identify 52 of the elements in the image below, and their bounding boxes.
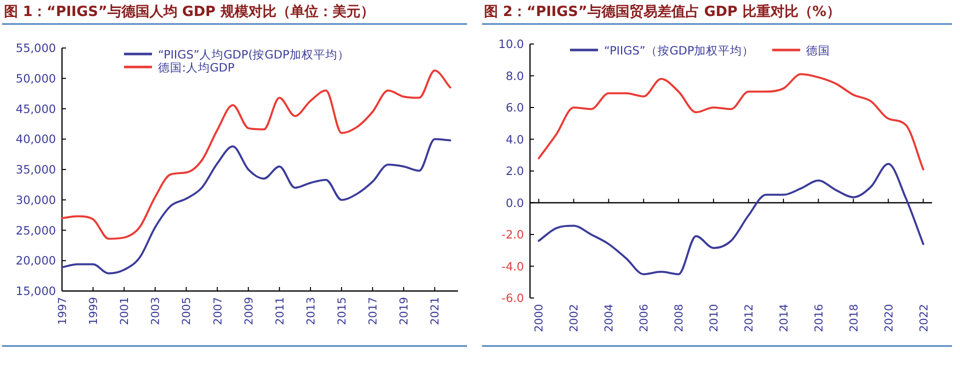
x-tick-label: 2016	[812, 304, 826, 332]
x-tick-label: 2005	[180, 297, 194, 325]
y-tick-label: 50,000	[16, 71, 56, 86]
x-tick-label: 2022	[917, 304, 930, 332]
chart-title: 图 1：“PIIGS”与德国人均 GDP 规模对比（单位：美元）	[4, 3, 374, 20]
y-tick-label: 45,000	[16, 102, 56, 116]
line-series	[538, 162, 924, 276]
y-tick-label: -4.0	[502, 259, 524, 274]
x-tick-label: 1997	[56, 297, 69, 325]
x-tick-label: 2010	[708, 304, 721, 332]
y-tick-label: 8.0	[506, 68, 524, 83]
x-tick-label: 2007	[211, 297, 224, 325]
chart-title: 图 2：“PIIGS”与德国贸易差值占 GDP 比重对比（%）	[484, 3, 840, 20]
x-tick-label: 2013	[304, 297, 318, 325]
x-tick-label: 2012	[742, 304, 756, 332]
y-tick-label: 6.0	[506, 100, 524, 114]
line-series	[61, 138, 452, 274]
x-tick-label: 2001	[118, 297, 132, 325]
x-tick-label: 2017	[366, 297, 380, 325]
x-tick-label: 2011	[273, 297, 286, 325]
y-tick-label: -6.0	[502, 291, 524, 305]
legend-label: “PIIGS”（按GDP加权平均）	[604, 44, 754, 58]
x-tick-label: 2000	[532, 304, 546, 332]
y-tick-label: 55,000	[16, 41, 56, 55]
x-tick-label: 2002	[568, 304, 581, 332]
y-tick-label: 2.0	[506, 164, 524, 178]
y-tick-label: 0.0	[506, 196, 524, 210]
x-tick-label: 2015	[336, 297, 349, 325]
x-tick-label: 2008	[672, 304, 686, 332]
y-tick-label: -2.0	[502, 228, 524, 242]
x-tick-label: 2020	[882, 304, 896, 332]
y-tick-label: 35,000	[16, 162, 56, 176]
y-tick-label: 30,000	[16, 192, 56, 207]
y-tick-label: 10.0	[498, 37, 524, 51]
line-series	[538, 73, 924, 170]
x-tick-label: 2014	[777, 304, 790, 332]
x-tick-label: 2019	[398, 297, 411, 325]
legend-label: “PIIGS”人均GDP(按GDP加权平均）	[158, 48, 350, 62]
y-tick-label: 40,000	[16, 132, 56, 146]
y-tick-label: 25,000	[16, 223, 56, 238]
y-tick-label: 15,000	[16, 284, 56, 298]
y-tick-label: 4.0	[506, 132, 524, 146]
legend-label: 德国:人均GDP	[158, 60, 235, 74]
legend-label: 德国	[806, 44, 830, 58]
x-tick-label: 2004	[602, 304, 616, 332]
y-tick-label: 20,000	[16, 254, 56, 268]
x-tick-label: 2003	[149, 297, 162, 325]
x-tick-label: 2009	[242, 297, 256, 325]
x-tick-label: 2006	[638, 304, 651, 332]
x-tick-label: 2018	[847, 304, 860, 332]
x-tick-label: 2021	[428, 297, 442, 325]
x-tick-label: 1999	[87, 297, 100, 325]
